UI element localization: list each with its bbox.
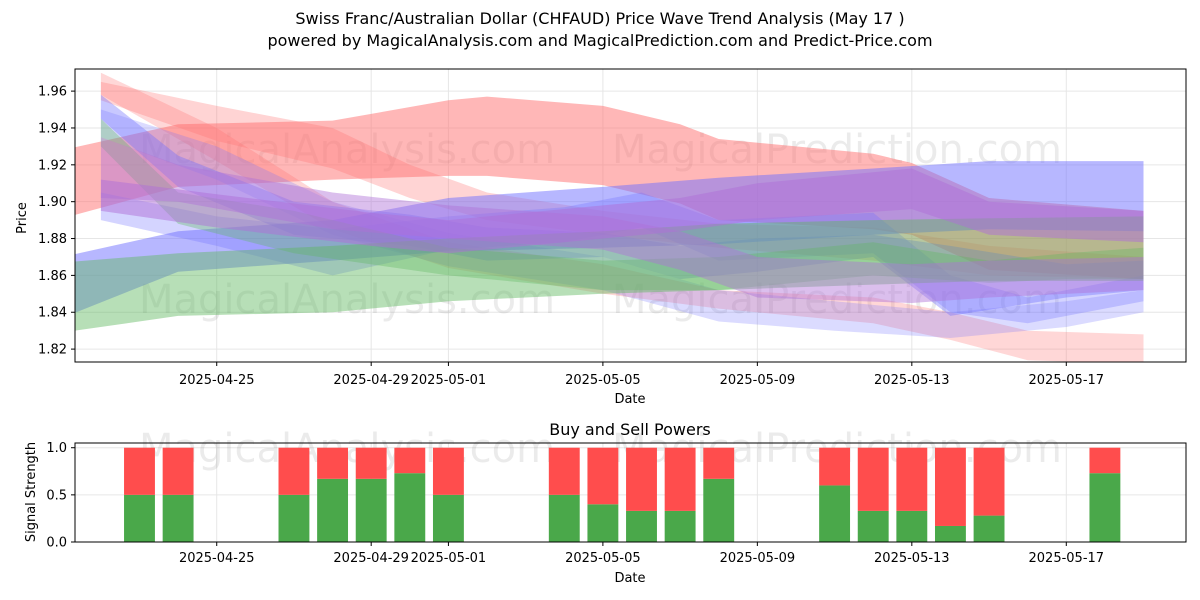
price-y-ticks: 1.82 1.84 1.86 1.88 1.90 1.92 1.94 1.96 [38,85,75,358]
price-y-tick-label: 1.92 [38,158,67,173]
buy-bar [355,478,387,542]
buy-bar [278,494,310,542]
chart-title: Swiss Franc/Australian Dollar (CHFAUD) P… [295,9,905,28]
sell-bar [124,447,155,495]
buy-bar [973,515,1005,542]
price-band-green-7 [75,216,1144,331]
price-x-tick-label: 2025-04-29 [333,373,409,388]
price-band-blue-5 [100,192,1144,324]
signal-y-tick-label: 1.0 [46,441,67,456]
sell-bar [587,447,619,505]
buy-bar [317,478,349,542]
price-x-tick-label: 2025-04-25 [179,373,255,388]
buy-bar [432,494,464,542]
price-y-tick-label: 1.88 [38,232,67,247]
buy-bar [664,510,696,542]
price-band-blue-4 [100,94,1144,316]
buy-bar [703,478,735,542]
sell-bar [934,447,966,526]
buy-bar [626,510,657,542]
price-x-ticks: 2025-04-25 2025-04-29 2025-05-01 2025-05-05… [179,362,1104,388]
watermark-left-mid: MagicalAnalysis.com [139,277,555,323]
price-x-tick-label: 2025-05-05 [565,373,641,388]
sell-bar [703,447,735,479]
price-x-tick-label: 2025-05-13 [874,373,950,388]
price-bands [75,72,1144,362]
signal-x-tick-label: 2025-05-13 [874,551,950,566]
sell-bar [548,447,580,495]
price-y-tick-label: 1.94 [38,121,67,136]
price-x-tick-label: 2025-05-01 [411,373,487,388]
price-band-purple-10 [100,168,1144,254]
sell-bar [432,447,464,495]
buy-bar [394,473,426,542]
signal-x-tick-label: 2025-05-17 [1029,551,1105,566]
buy-bar [587,504,619,542]
price-y-label: Price [15,202,30,234]
sell-bar [819,447,851,486]
price-x-tick-label: 2025-05-17 [1029,373,1105,388]
sell-bar [973,447,1005,516]
price-y-tick-label: 1.84 [38,306,67,321]
buy-bar [857,510,889,542]
buy-bar [162,494,194,542]
price-x-label: Date [614,392,645,407]
signal-x-ticks: 2025-04-25 2025-04-29 2025-05-01 2025-05-05… [179,542,1104,566]
price-y-tick-label: 1.82 [38,343,67,358]
signal-x-tick-label: 2025-05-09 [720,551,796,566]
signal-x-tick-label: 2025-04-25 [179,551,255,566]
price-y-tick-label: 1.96 [38,85,67,100]
signal-y-label: Signal Strength [24,442,39,542]
price-band-green-8 [100,118,1144,291]
signal-chart-title: Buy and Sell Powers [549,420,711,439]
price-y-tick-label: 1.90 [38,195,67,210]
sell-bar [317,447,349,479]
signal-y-tick-label: 0.5 [46,488,67,503]
sell-bar [1089,447,1121,474]
signal-y-tick-label: 0.0 [46,536,67,551]
sell-bar [355,447,387,479]
sell-bar [162,447,194,495]
price-y-tick-label: 1.86 [38,269,67,284]
sell-bar [278,447,310,495]
buy-bar [819,485,851,542]
buy-bar [934,525,966,542]
signal-x-tick-label: 2025-04-29 [333,551,409,566]
chart-subtitle: powered by MagicalAnalysis.com and Magic… [267,31,933,50]
price-x-tick-label: 2025-05-09 [720,373,796,388]
sell-bar [394,447,426,474]
signal-axes-frame [74,442,1187,543]
signal-x-label: Date [614,571,645,586]
signal-bars [124,447,1121,542]
watermark-right-mid: MagicalPrediction.com [612,277,1062,323]
buy-bar [548,494,580,542]
sell-bar [857,447,889,511]
buy-bar [1089,473,1121,542]
sell-bar [626,447,657,511]
signal-x-tick-label: 2025-05-05 [565,551,641,566]
price-band-red-2 [100,72,1144,362]
sell-bar [664,447,696,511]
price-band-red-0 [75,96,1144,280]
signal-y-ticks: 0.0 0.5 1.0 [46,441,75,551]
buy-bar [124,494,155,542]
sell-bar [896,447,928,511]
price-axes-frame [74,68,1187,363]
buy-bar [896,510,928,542]
signal-x-tick-label: 2025-05-01 [411,551,487,566]
